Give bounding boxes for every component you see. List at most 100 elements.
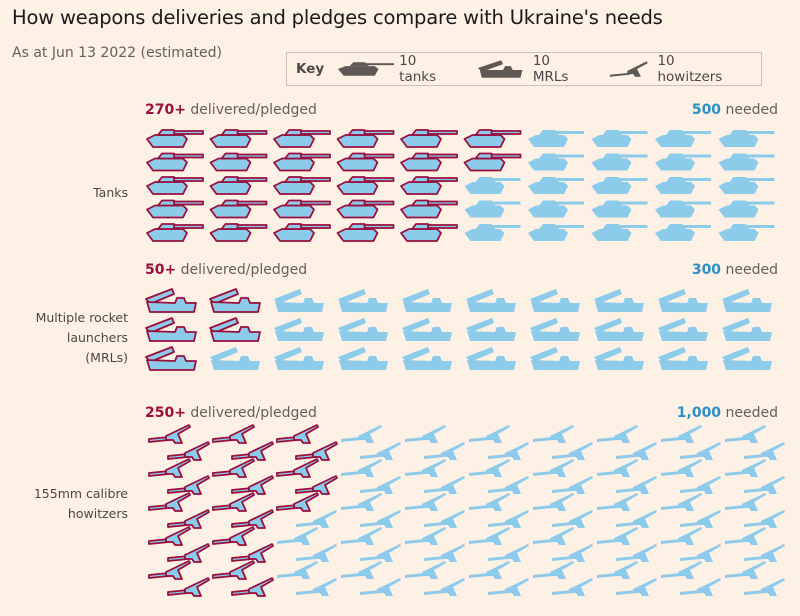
mrl-icon-needed (274, 318, 324, 341)
tank-icon-delivered (400, 223, 458, 242)
tank-icon-delivered (400, 152, 458, 172)
howitzer-icon-needed (405, 493, 446, 511)
howitzer-category-line: 155mm calibre (33, 486, 128, 501)
howitzer-icon-needed (552, 544, 593, 562)
howitzer-icon-delivered (212, 424, 255, 444)
mrl-icon-needed (402, 347, 452, 370)
mrl-icon-needed (658, 289, 708, 312)
mrl-category-label: Multiple rocket launchers (MRLs) (36, 308, 128, 368)
howitzer-icon-needed (405, 561, 446, 579)
howitzer-icon-delivered (212, 458, 255, 478)
howitzer-icon-needed (469, 527, 510, 545)
howitzer-icon-needed (744, 510, 785, 528)
mrl-icon-needed (402, 318, 452, 341)
howitzer-icon-delivered (148, 526, 191, 546)
mrl-icon-needed (274, 347, 324, 370)
tanks-delivered-text: delivered/pledged (185, 102, 317, 118)
legend-title: Key (296, 61, 325, 77)
tank-icon-needed (655, 153, 711, 171)
legend-label-mrls: 10 MRLs (532, 53, 569, 85)
howitzer-icon-needed (469, 493, 510, 511)
howitzer-icon-needed (661, 493, 702, 511)
howitzer-icon-needed (341, 425, 382, 443)
howitzer-icon-needed (744, 578, 785, 596)
tank-icon-needed (655, 200, 711, 218)
tank-icon-needed (655, 224, 711, 241)
mrl-icon-needed (530, 318, 580, 341)
mrl-delivered-text: delivered/pledged (176, 262, 308, 278)
howitzer-icon-needed (661, 527, 702, 545)
tank-icon-needed (718, 224, 775, 241)
tank-icon-needed (464, 177, 521, 194)
howitzer-icon-delivered (295, 475, 338, 495)
howitzer-icon-needed (533, 459, 574, 477)
howitzer-icon-needed (277, 561, 318, 579)
howitzer-icon-needed (725, 527, 766, 545)
howitzer-icon-needed (744, 544, 785, 562)
mrl-icon-needed (722, 289, 772, 312)
tank-icon-needed (464, 224, 521, 241)
tank-icon-needed (528, 224, 584, 241)
howitzer-icon-needed (488, 544, 529, 562)
howitzer-icon-needed (488, 510, 529, 528)
tank-icon-delivered (209, 176, 268, 195)
tank-icon-delivered (463, 152, 522, 172)
howitzer-icon-needed (744, 442, 785, 460)
howitzer-icon-needed (552, 510, 593, 528)
howitzer-icon-needed (597, 493, 638, 511)
tank-icon-delivered (400, 176, 458, 195)
howitzer-icon-delivered (276, 424, 319, 444)
howitzer-icon-needed (296, 544, 337, 562)
howitzer-icon-needed (552, 476, 593, 494)
tanks-needed-text: needed (721, 102, 779, 118)
howitzer-icon-delivered (167, 441, 210, 461)
howitzer-delivered-label: 250+ delivered/pledged (145, 405, 317, 421)
howitzer-icon-needed (533, 425, 574, 443)
howitzer-icon-needed (405, 425, 446, 443)
howitzer-icon-needed (661, 561, 702, 579)
tank-icon-needed (591, 224, 648, 241)
howitzer-icon-needed (488, 442, 529, 460)
howitzer-icon-needed (405, 527, 446, 545)
howitzer-icon-needed (597, 527, 638, 545)
howitzer-icon-needed (680, 442, 721, 460)
howitzer-icon-needed (296, 510, 337, 528)
tank-icon (338, 62, 395, 76)
tank-icon-delivered (400, 199, 458, 219)
tank-icon-needed (591, 177, 648, 194)
howitzer-icon-needed (341, 459, 382, 477)
howitzer-icon-needed (680, 544, 721, 562)
howitzer-icon-needed (469, 561, 510, 579)
howitzer-icon-delivered (167, 509, 210, 529)
howitzer-icon-needed (360, 510, 401, 528)
howitzer-icon-needed (616, 476, 657, 494)
legend-item-howitzers: 10 howitzers (608, 53, 741, 85)
chart-title: How weapons deliveries and pledges compa… (12, 6, 663, 29)
howitzer-icon-needed (533, 561, 574, 579)
tank-icon-delivered (336, 176, 395, 195)
mrl-icon-delivered (145, 317, 197, 342)
howitzer-icon-needed (680, 476, 721, 494)
howitzer-icon-needed (616, 544, 657, 562)
mrl-icon-needed (402, 289, 452, 312)
mrl-icon-needed (530, 289, 580, 312)
howitzer-icon-needed (616, 442, 657, 460)
howitzer-icon-needed (616, 578, 657, 596)
howitzer-icon-needed (552, 442, 593, 460)
howitzer-icon-needed (488, 476, 529, 494)
howitzer-icon-delivered (167, 543, 210, 563)
mrl-icon-needed (658, 347, 708, 370)
legend: Key 10 tanks 10 MRLs 10 howitzers (286, 52, 762, 86)
tank-icon-needed (528, 130, 584, 147)
howitzer-icon-delivered (148, 424, 191, 444)
howitzer-icon-delivered (231, 577, 274, 597)
tanks-needed-value: 500 (691, 102, 722, 118)
tank-icon-needed (591, 153, 648, 171)
howitzer-icon-delivered (295, 441, 338, 461)
howitzer-category-line: howitzers (67, 506, 128, 521)
howitzer-needed-value: 1,000 (676, 405, 722, 421)
howitzer-icon-needed (469, 425, 510, 443)
howitzer-needed-text: needed (721, 405, 779, 421)
mrl-icon-needed (274, 289, 324, 312)
chart-subtitle: As at Jun 13 2022 (estimated) (12, 45, 222, 61)
